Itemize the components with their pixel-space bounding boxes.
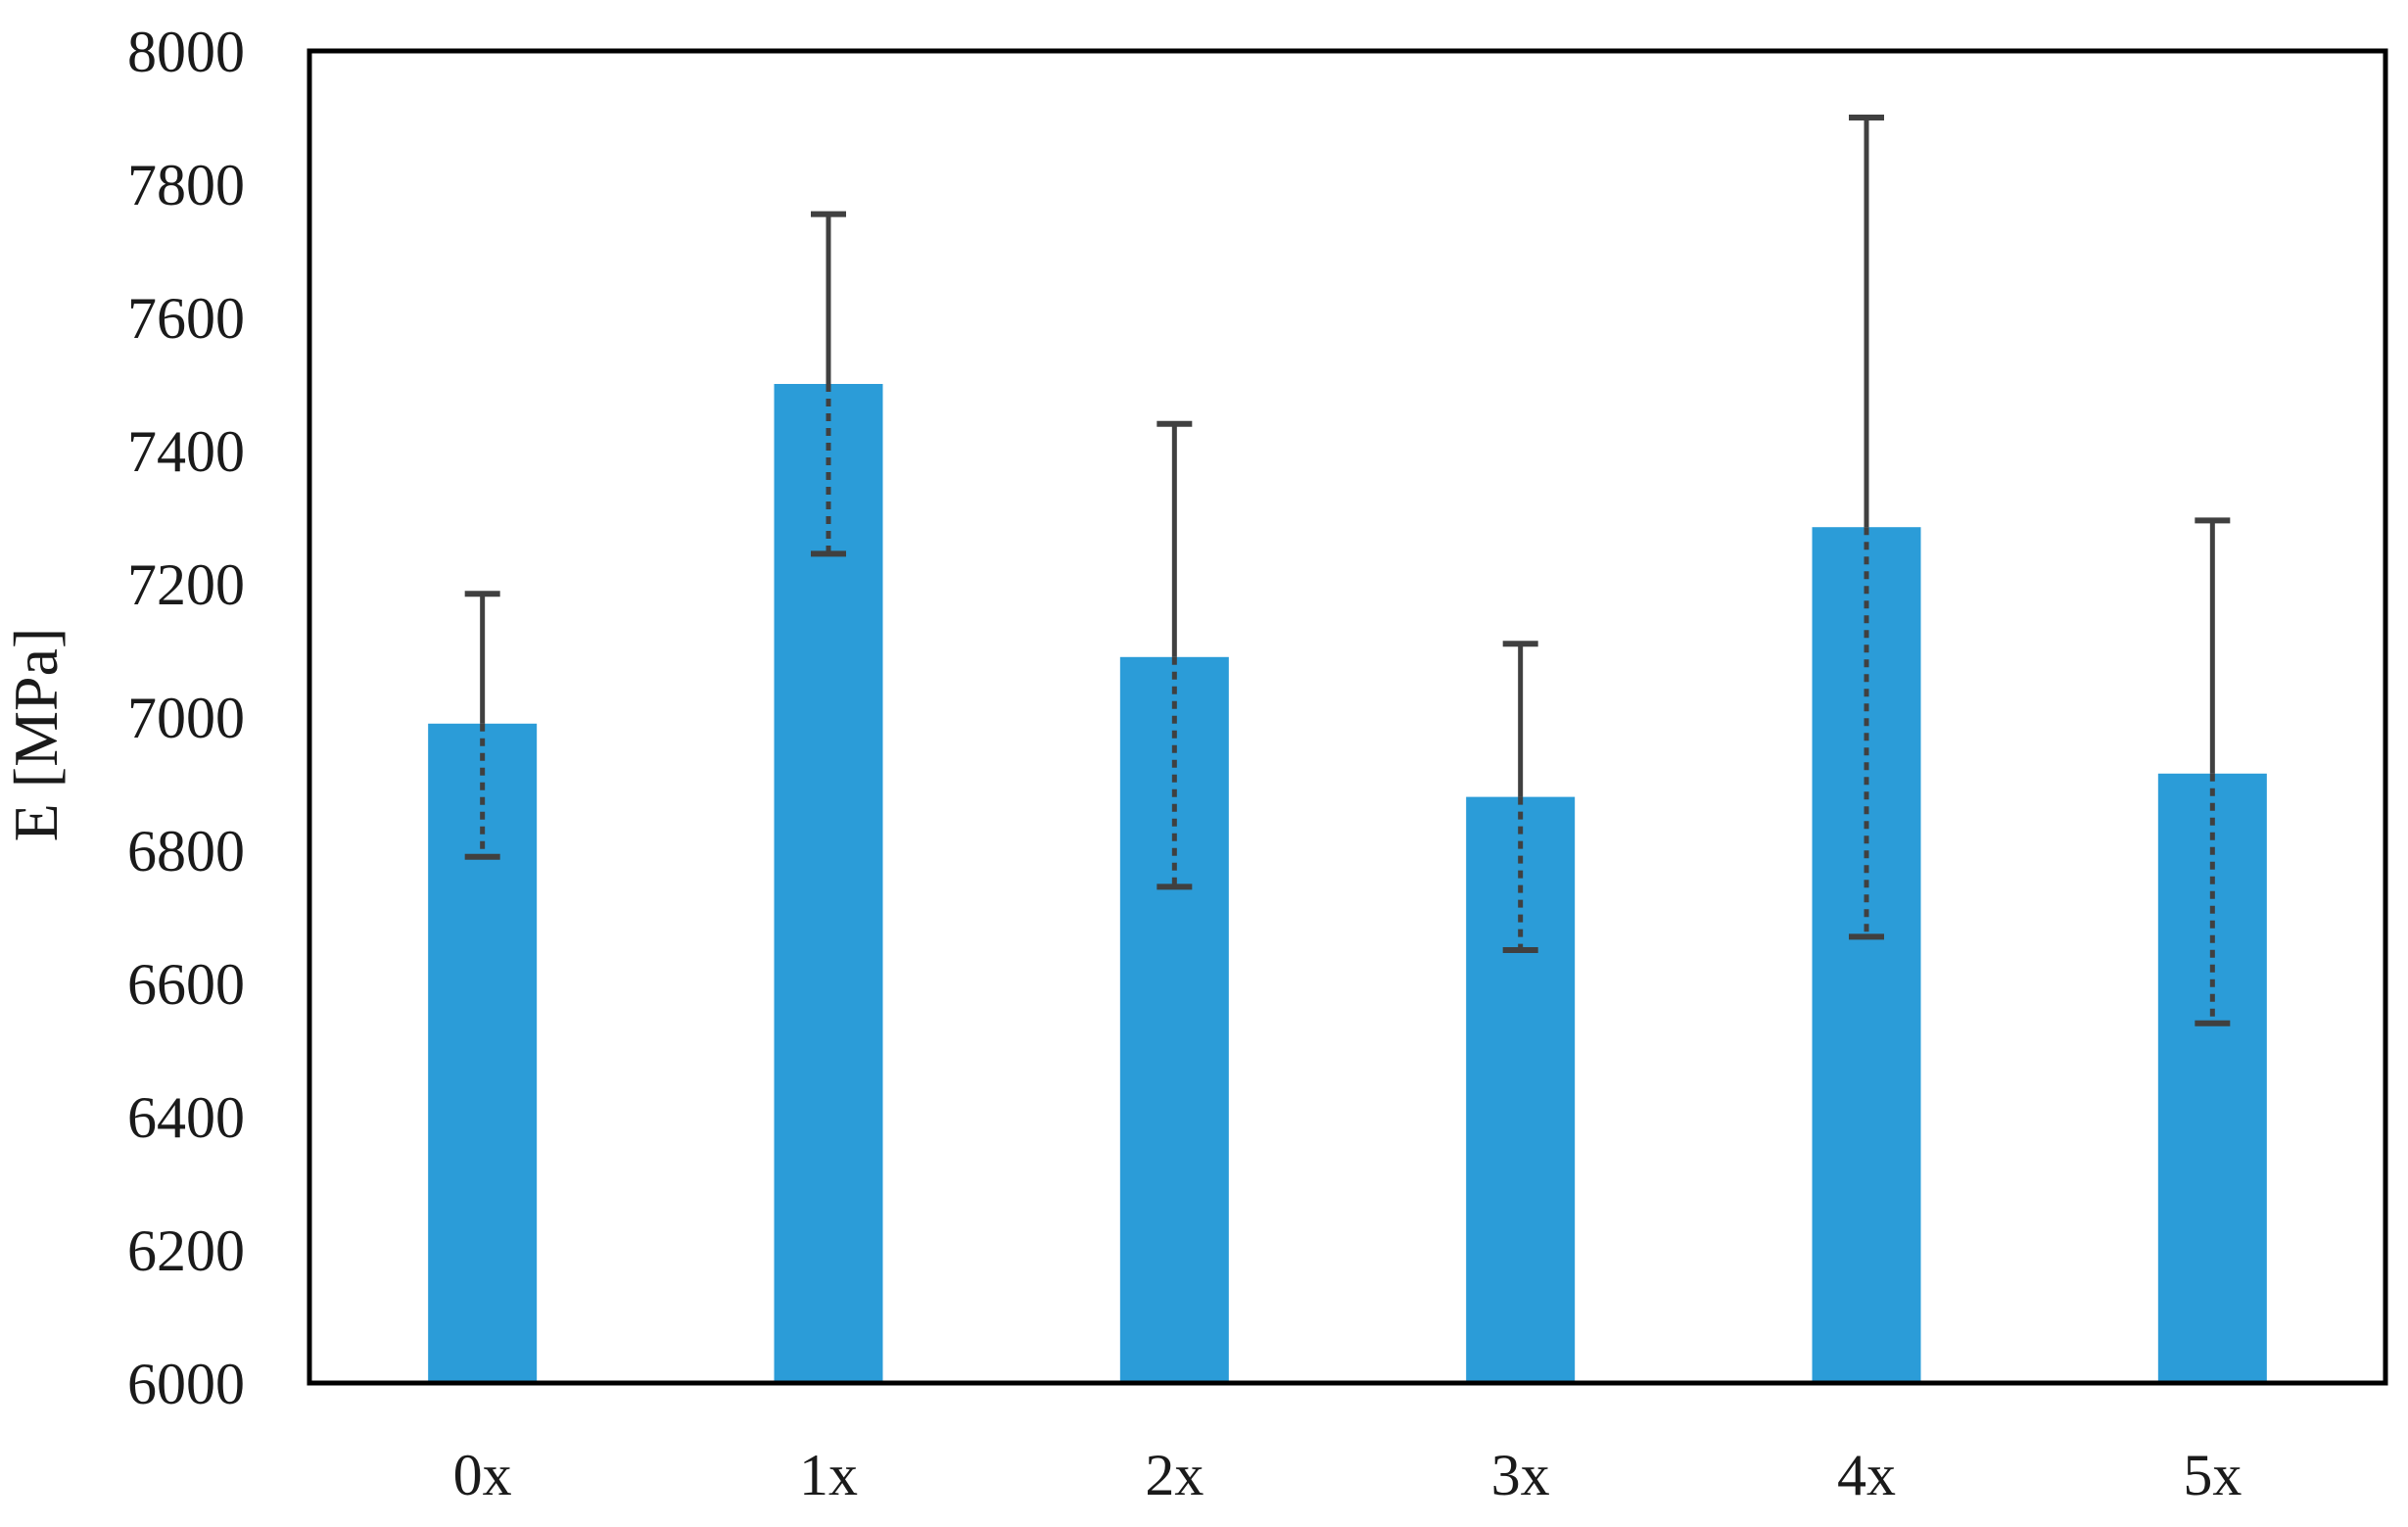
- y-tick-label-7800: 7800: [127, 153, 245, 217]
- x-category-label-1x: 1x: [799, 1443, 858, 1507]
- x-category-label-2x: 2x: [1145, 1443, 1204, 1507]
- plot-frame: [307, 48, 2388, 1386]
- y-tick-label-6600: 6600: [127, 952, 245, 1017]
- y-tick-label-6400: 6400: [127, 1085, 245, 1150]
- y-tick-label-6800: 6800: [127, 819, 245, 883]
- y-tick-label-7200: 7200: [127, 552, 245, 617]
- bar-4x: [1812, 527, 1921, 1383]
- x-category-label-4x: 4x: [1837, 1443, 1896, 1507]
- y-tick-label-8000: 8000: [127, 20, 245, 84]
- x-category-label-0x: 0x: [453, 1443, 512, 1507]
- x-category-label-5x: 5x: [2183, 1443, 2242, 1507]
- y-tick-label-7600: 7600: [127, 286, 245, 351]
- y-tick-label-7000: 7000: [127, 686, 245, 750]
- bar-5x: [2157, 773, 2267, 1383]
- y-tick-label-6200: 6200: [127, 1218, 245, 1283]
- bar-0x: [428, 723, 538, 1383]
- x-category-label-3x: 3x: [1491, 1443, 1550, 1507]
- bar-3x: [1466, 796, 1576, 1383]
- y-tick-label-7400: 7400: [127, 419, 245, 484]
- y-tick-label-6000: 6000: [127, 1352, 245, 1416]
- y-axis-title: E [MPa]: [1, 628, 71, 842]
